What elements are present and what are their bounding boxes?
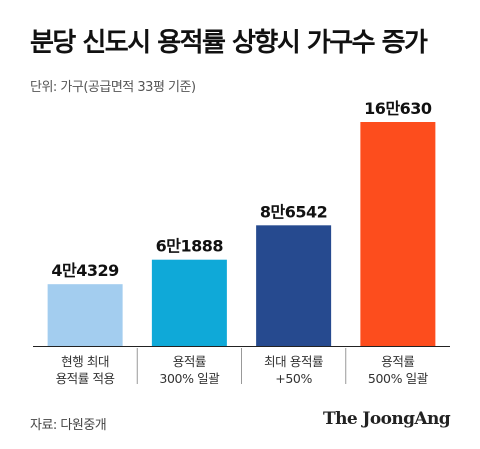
x-tick-label: 현행 최대	[61, 354, 109, 369]
x-tick-label: +50%	[275, 371, 312, 386]
x-tick-label: 500% 일괄	[368, 371, 429, 386]
bar	[151, 259, 227, 346]
x-tick-label: 300% 일괄	[159, 371, 220, 386]
bar-value-label: 6만1888	[156, 237, 224, 256]
bar-value-label: 16만630	[364, 99, 432, 118]
x-tick-label: 최대 용적률	[264, 354, 323, 369]
page-title: 분당 신도시 용적률 상향시 가구수 증가	[30, 28, 428, 58]
bar-value-label: 4만4329	[51, 261, 119, 280]
bar-value-label: 8만6542	[260, 202, 327, 221]
source-note: 자료: 다원중개	[30, 418, 107, 433]
x-tick-label: 용적률	[173, 354, 206, 369]
x-tick-label: 용적률	[381, 354, 414, 369]
bar	[360, 122, 436, 346]
bar	[256, 225, 332, 346]
bar	[47, 284, 123, 346]
x-tick-label: 용적률 적용	[56, 371, 115, 386]
brand-logo: The JoongAng	[323, 409, 451, 429]
unit-note: 단위: 가구(공급면적 33평 기준)	[30, 80, 196, 95]
